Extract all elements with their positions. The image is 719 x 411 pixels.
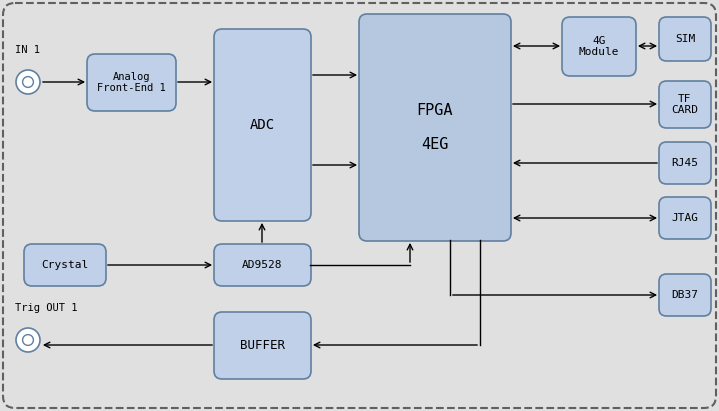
FancyBboxPatch shape	[87, 54, 176, 111]
FancyBboxPatch shape	[659, 274, 711, 316]
Text: BUFFER: BUFFER	[240, 339, 285, 352]
FancyBboxPatch shape	[214, 244, 311, 286]
Text: 4G
Module: 4G Module	[579, 36, 619, 57]
Text: RJ45: RJ45	[672, 158, 698, 168]
FancyBboxPatch shape	[214, 312, 311, 379]
Text: FPGA

4EG: FPGA 4EG	[417, 103, 453, 152]
FancyBboxPatch shape	[659, 142, 711, 184]
Circle shape	[16, 328, 40, 352]
Text: Crystal: Crystal	[42, 260, 88, 270]
Text: IN 1: IN 1	[15, 45, 40, 55]
Text: AD9528: AD9528	[242, 260, 283, 270]
Circle shape	[22, 76, 33, 88]
FancyBboxPatch shape	[214, 29, 311, 221]
FancyBboxPatch shape	[659, 17, 711, 61]
FancyBboxPatch shape	[359, 14, 511, 241]
FancyBboxPatch shape	[659, 81, 711, 128]
Text: TF
CARD: TF CARD	[672, 94, 698, 115]
Text: Analog
Front-End 1: Analog Front-End 1	[97, 72, 166, 93]
Circle shape	[22, 335, 33, 345]
Text: SIM: SIM	[675, 34, 695, 44]
FancyBboxPatch shape	[659, 197, 711, 239]
Circle shape	[16, 70, 40, 94]
Text: Trig OUT 1: Trig OUT 1	[15, 303, 78, 313]
FancyBboxPatch shape	[24, 244, 106, 286]
FancyBboxPatch shape	[562, 17, 636, 76]
Text: ADC: ADC	[250, 118, 275, 132]
Text: DB37: DB37	[672, 290, 698, 300]
Text: JTAG: JTAG	[672, 213, 698, 223]
